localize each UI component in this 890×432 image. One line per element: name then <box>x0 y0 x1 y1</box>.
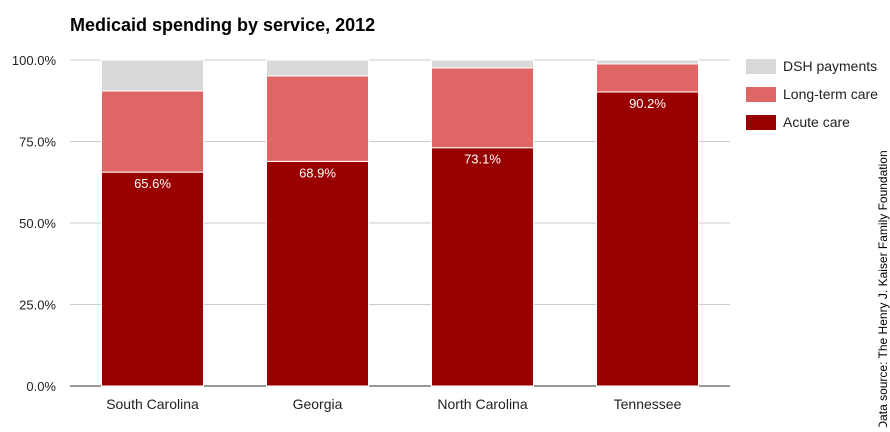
x-tick-label: South Carolina <box>106 396 199 412</box>
legend-label: Long-term care <box>783 86 878 102</box>
legend-label: Acute care <box>783 114 850 130</box>
bar-acute-care-tennessee <box>596 91 699 387</box>
legend-swatch <box>746 59 776 74</box>
chart-title: Medicaid spending by service, 2012 <box>70 15 375 35</box>
legend-swatch <box>746 115 776 130</box>
bar-long-term-care-north-carolina <box>431 67 534 149</box>
legend-swatch <box>746 87 776 102</box>
data-label: 68.9% <box>299 165 336 180</box>
y-tick-label: 50.0% <box>19 216 56 231</box>
y-tick-label: 75.0% <box>19 135 56 150</box>
bar-acute-care-georgia <box>266 160 369 387</box>
bar-dsh-payments-south-carolina <box>101 59 204 92</box>
bar-long-term-care-georgia <box>266 75 369 162</box>
bar-dsh-payments-georgia <box>266 59 369 77</box>
bar-acute-care-north-carolina <box>431 147 534 387</box>
x-tick-label: North Carolina <box>437 396 527 412</box>
x-tick-label: Georgia <box>293 396 343 412</box>
x-tick-label: Tennessee <box>614 396 682 412</box>
y-tick-label: 100.0% <box>12 53 57 68</box>
bar-acute-care-south-carolina <box>101 171 204 387</box>
bar-dsh-payments-tennessee <box>596 59 699 65</box>
bar-long-term-care-south-carolina <box>101 90 204 173</box>
legend-label: DSH payments <box>783 58 877 74</box>
y-tick-label: 0.0% <box>26 379 56 394</box>
y-tick-label: 25.0% <box>19 298 56 313</box>
data-label: 90.2% <box>629 96 666 111</box>
bar-long-term-care-tennessee <box>596 63 699 93</box>
data-label: 73.1% <box>464 152 501 167</box>
data-label: 65.6% <box>134 176 171 191</box>
source-note: Data source: The Henry J. Kaiser Family … <box>876 150 890 427</box>
bar-dsh-payments-north-carolina <box>431 59 534 69</box>
